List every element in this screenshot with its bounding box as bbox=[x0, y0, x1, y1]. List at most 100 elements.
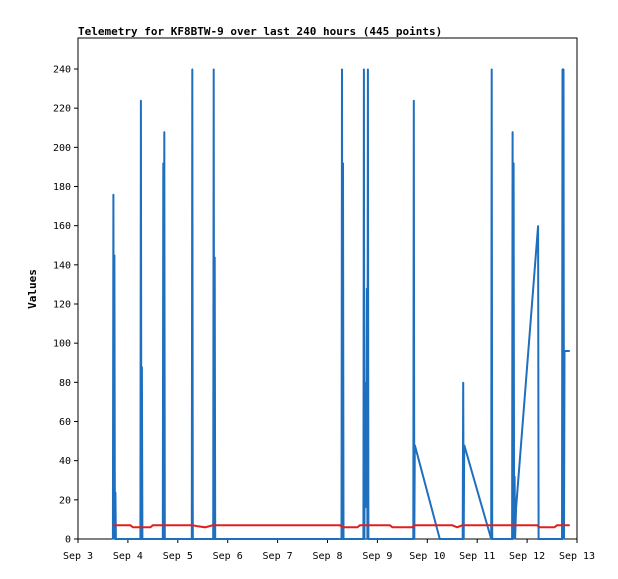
data-point bbox=[132, 526, 134, 528]
data-point bbox=[141, 538, 143, 540]
data-point bbox=[367, 68, 369, 70]
data-point bbox=[539, 526, 541, 528]
data-point bbox=[462, 538, 464, 540]
y-tick-label: 240 bbox=[53, 65, 71, 76]
data-point bbox=[191, 538, 193, 540]
data-point bbox=[163, 538, 165, 540]
data-point bbox=[341, 68, 343, 70]
x-tick-label: Sep 3 bbox=[63, 551, 93, 562]
data-point bbox=[562, 538, 564, 540]
data-point bbox=[162, 162, 164, 164]
y-tick-label: 220 bbox=[53, 104, 71, 115]
data-point bbox=[491, 68, 493, 70]
data-point bbox=[339, 524, 341, 526]
data-point bbox=[513, 538, 515, 540]
y-axis: 0 20 40 60 80 100 120 140 160 180 200 220 240 bbox=[53, 65, 78, 546]
data-point bbox=[341, 538, 344, 540]
data-point bbox=[511, 538, 513, 540]
data-point bbox=[499, 524, 501, 526]
data-point bbox=[364, 381, 366, 383]
y-tick-label: 20 bbox=[59, 495, 71, 506]
data-point bbox=[139, 538, 141, 540]
series-line-1 bbox=[111, 68, 570, 540]
data-point bbox=[152, 524, 154, 526]
data-point bbox=[451, 524, 453, 526]
data-point bbox=[563, 350, 566, 352]
data-point bbox=[114, 491, 116, 493]
data-point bbox=[462, 381, 464, 383]
data-point bbox=[538, 538, 540, 540]
y-tick-label: 0 bbox=[65, 535, 71, 546]
data-point bbox=[197, 525, 199, 527]
data-point bbox=[192, 524, 194, 526]
data-point bbox=[342, 162, 344, 164]
data-point bbox=[362, 538, 364, 540]
data-point bbox=[214, 256, 216, 258]
data-point bbox=[204, 526, 206, 528]
data-point bbox=[113, 254, 115, 256]
series-line-2 bbox=[112, 524, 570, 529]
series-group bbox=[111, 68, 571, 540]
data-point bbox=[501, 524, 503, 526]
data-point bbox=[439, 538, 441, 540]
data-point bbox=[561, 68, 564, 70]
data-point bbox=[212, 538, 214, 540]
data-point bbox=[513, 162, 515, 164]
data-point bbox=[563, 538, 565, 540]
data-point bbox=[553, 526, 556, 528]
data-point bbox=[140, 99, 142, 101]
data-point bbox=[164, 538, 166, 540]
data-point bbox=[414, 524, 416, 526]
data-point bbox=[192, 538, 194, 540]
data-point bbox=[463, 444, 465, 446]
data-point bbox=[512, 538, 514, 540]
data-point bbox=[514, 538, 516, 540]
data-point bbox=[112, 524, 114, 526]
y-tick-label: 160 bbox=[53, 221, 71, 232]
data-point bbox=[149, 526, 151, 528]
x-tick-label: Sep 10 bbox=[409, 551, 445, 562]
data-point bbox=[341, 526, 344, 528]
data-point bbox=[413, 99, 415, 101]
data-point bbox=[141, 366, 143, 368]
data-point bbox=[491, 538, 493, 540]
data-point bbox=[359, 524, 361, 526]
data-point bbox=[568, 350, 571, 352]
data-point bbox=[212, 524, 214, 526]
data-point bbox=[356, 526, 358, 528]
data-point bbox=[365, 444, 367, 446]
data-point bbox=[363, 68, 365, 70]
y-tick-label: 120 bbox=[53, 300, 71, 311]
x-tick-label: Sep 8 bbox=[312, 551, 342, 562]
data-point bbox=[213, 538, 215, 540]
y-tick-label: 60 bbox=[59, 417, 71, 428]
data-point bbox=[412, 538, 414, 540]
data-point bbox=[364, 507, 366, 509]
plot-area bbox=[77, 37, 578, 540]
data-point bbox=[568, 524, 571, 526]
data-point bbox=[456, 526, 458, 528]
data-point bbox=[113, 538, 115, 540]
data-point bbox=[561, 538, 563, 540]
data-point bbox=[514, 475, 516, 477]
data-point bbox=[391, 526, 393, 528]
data-point bbox=[163, 131, 165, 133]
data-point bbox=[162, 538, 164, 540]
data-point bbox=[537, 225, 539, 227]
data-point bbox=[114, 538, 116, 540]
y-tick-label: 100 bbox=[53, 339, 71, 350]
data-point bbox=[112, 538, 114, 540]
x-tick-label: Sep 9 bbox=[362, 551, 392, 562]
x-tick-label: Sep 6 bbox=[213, 551, 243, 562]
data-point bbox=[490, 538, 492, 540]
data-point bbox=[366, 538, 368, 540]
chart-title: Telemetry for KF8BTW-9 over last 240 hou… bbox=[78, 25, 442, 38]
y-tick-label: 180 bbox=[53, 182, 71, 193]
y-tick-label: 80 bbox=[59, 378, 71, 389]
data-point bbox=[536, 524, 538, 526]
data-point bbox=[340, 538, 343, 540]
y-tick-label: 200 bbox=[53, 143, 71, 154]
data-point bbox=[461, 524, 463, 526]
data-point bbox=[214, 538, 216, 540]
